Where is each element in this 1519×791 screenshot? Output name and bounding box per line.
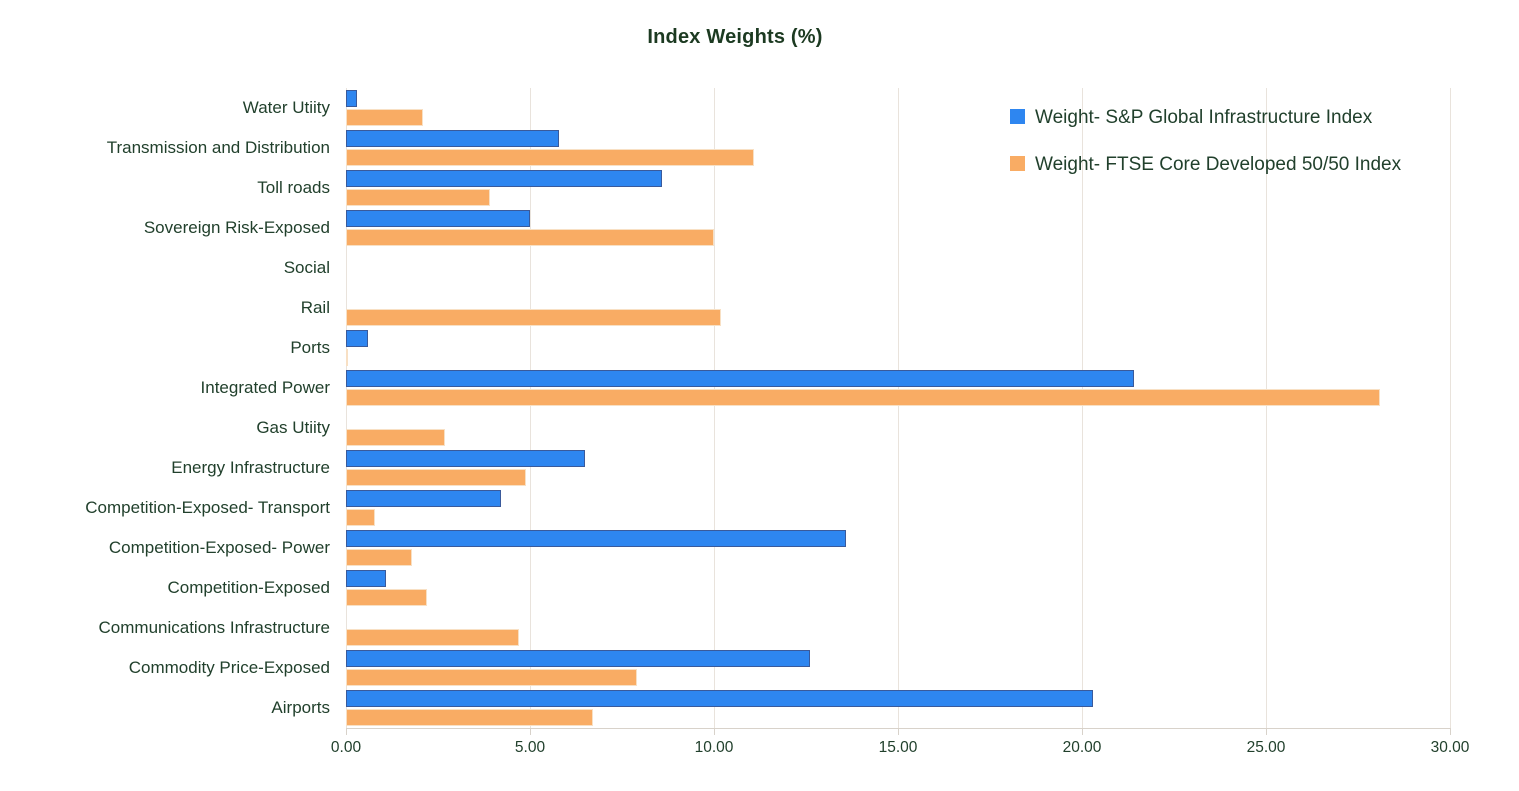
bar-series1 [346,210,530,227]
category-label: Social [283,258,330,277]
bar-series2 [346,709,593,726]
gridline [1266,88,1267,728]
bar-series2 [346,389,1381,406]
bar-series1 [346,530,847,547]
bar-series2 [346,469,527,486]
bar-row [346,88,1450,128]
gridline [1450,88,1451,728]
bar-series2 [346,509,376,526]
bar-series2 [346,149,755,166]
bar-series2 [346,309,722,326]
bar-series2 [346,109,424,126]
x-axis-tick [714,728,715,735]
x-axis-tick-label: 25.00 [1246,739,1286,756]
category-label: Commodity Price-Exposed [128,658,330,677]
bar-row [346,648,1450,688]
bar-series2 [346,349,348,366]
gridline [1082,88,1083,728]
bar-series1 [346,370,1134,387]
category-label: Transmission and Distribution [106,138,330,157]
x-axis-tick-label: 30.00 [1430,739,1470,756]
category-label: Ports [290,338,330,357]
gridline [898,88,899,728]
bar-series2 [346,429,446,446]
bar-row [346,408,1450,448]
bar-row [346,448,1450,488]
legend-swatch-blue-icon [1010,109,1025,124]
chart-title: Index Weights (%) [647,26,823,48]
legend: Weight- S&P Global Infrastructure Index … [1010,101,1430,195]
bar-series2 [346,189,490,206]
x-axis-tick [898,728,899,735]
bar-series1 [346,690,1094,707]
x-axis-tick [1082,728,1083,735]
bar-series1 [346,570,387,587]
legend-swatch-orange-icon [1010,156,1025,171]
bar-row [346,168,1450,208]
bar-row [346,328,1450,368]
category-label: Toll roads [257,178,330,197]
bar-row [346,208,1450,248]
bar-row [346,528,1450,568]
gridline [346,88,347,728]
x-axis-tick [1266,728,1267,735]
value-axis-labels: 0.00 5.00 10.00 15.00 20.00 25.00 30.00 [331,739,1469,761]
category-label: Sovereign Risk-Exposed [143,218,330,237]
x-axis-tick [346,728,347,735]
bar-row [346,368,1450,408]
bar-series1 [346,650,810,667]
category-label: Competition-Exposed- Power [108,538,330,557]
bar-row [346,488,1450,528]
bar-series1 [346,130,560,147]
gridline [530,88,531,728]
x-axis-tick-label: 10.00 [694,739,734,756]
category-label: Competition-Exposed- Transport [85,498,330,517]
legend-label: Weight- S&P Global Infrastructure Index [1035,107,1373,128]
legend-item-ftse: Weight- FTSE Core Developed 50/50 Index [1010,148,1430,182]
bar-row [346,608,1450,648]
bar-series2 [346,549,413,566]
x-axis-tick [530,728,531,735]
category-label: Gas Utiity [256,418,330,437]
legend-item-sp-global: Weight- S&P Global Infrastructure Index [1010,101,1430,135]
plot-area [346,88,1451,728]
bar-row [346,248,1450,288]
bar-row [346,568,1450,608]
category-label: Communications Infrastructure [98,618,330,637]
bar-series1 [346,90,358,107]
bar-series2 [346,229,714,246]
category-label: Rail [300,298,330,317]
category-label: Energy Infrastructure [171,458,330,477]
x-axis-tick-label: 5.00 [514,739,546,756]
x-axis-tick-label: 15.00 [878,739,918,756]
bar-series1 [346,490,501,507]
legend-label: Weight- FTSE Core Developed 50/50 Index [1035,154,1402,175]
bar-series2 [346,629,519,646]
x-axis-tick [1450,728,1451,735]
bar-series2 [346,669,637,686]
category-label: Airports [271,698,330,717]
x-axis-tick-label: 20.00 [1062,739,1102,756]
x-axis-tick-label: 0.00 [330,739,362,756]
category-label: Water Utiity [242,98,330,117]
bar-row [346,128,1450,168]
bar-series2 [346,589,427,606]
category-axis-labels: Water Utiity Transmission and Distributio… [0,88,330,728]
bar-row [346,688,1450,728]
category-label: Competition-Exposed [167,578,330,597]
gridline [714,88,715,728]
bar-series1 [346,170,663,187]
category-label: Integrated Power [200,378,330,397]
bar-row [346,288,1450,328]
bar-series1 [346,450,586,467]
bar-series1 [346,330,369,347]
